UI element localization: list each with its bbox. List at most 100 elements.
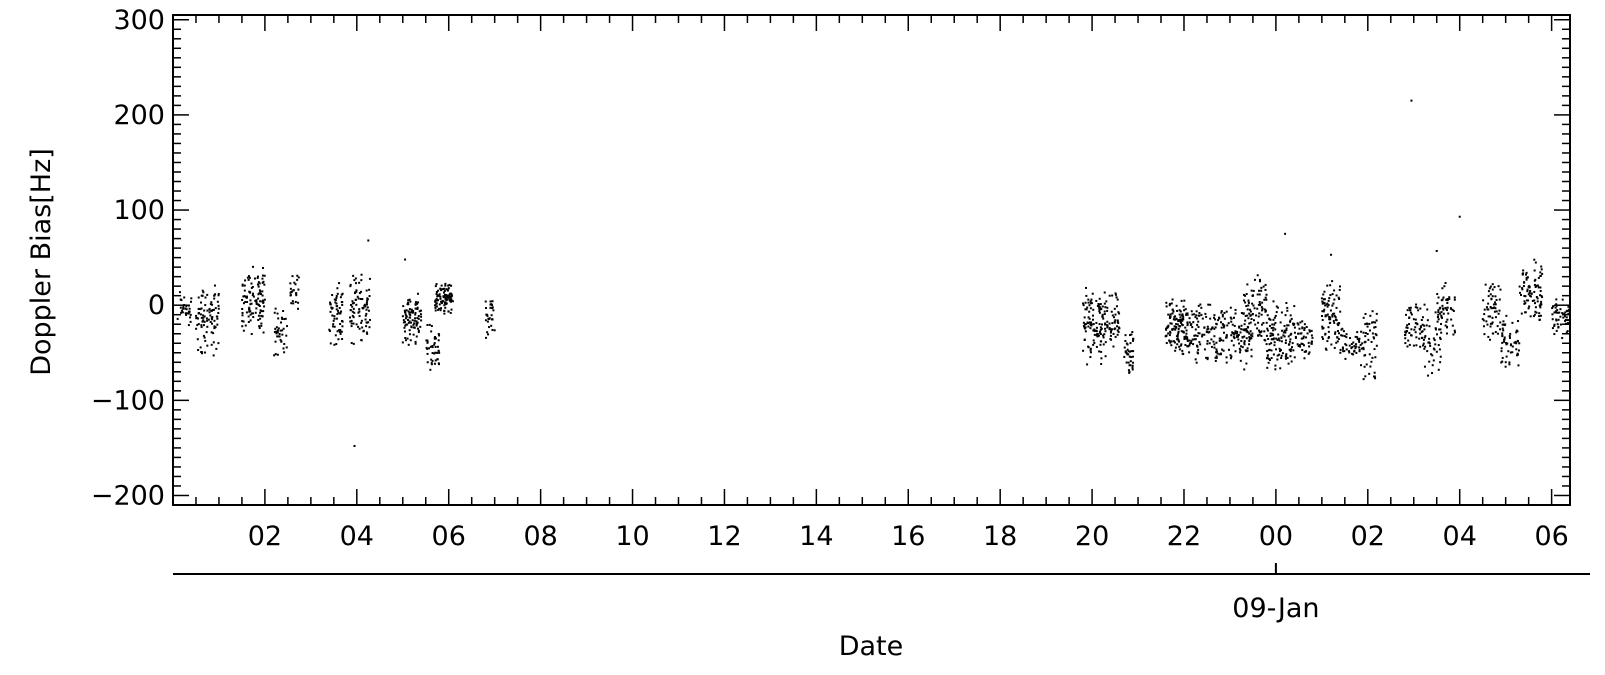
data-point — [435, 298, 438, 301]
data-point — [1330, 253, 1333, 256]
data-point — [428, 347, 431, 350]
data-point — [1404, 342, 1407, 345]
data-point — [1482, 325, 1485, 328]
data-point — [409, 314, 412, 317]
data-point — [1539, 314, 1542, 317]
data-point — [1247, 317, 1250, 320]
data-point — [1410, 313, 1413, 316]
data-point — [1129, 342, 1132, 345]
data-point — [281, 318, 284, 321]
data-point — [1487, 290, 1490, 293]
data-point — [1303, 327, 1306, 330]
data-point — [243, 295, 246, 298]
data-point — [1305, 336, 1308, 339]
data-point — [1269, 335, 1272, 338]
data-point — [182, 306, 185, 309]
data-point — [217, 307, 220, 310]
data-point — [352, 274, 355, 277]
data-point — [1557, 311, 1560, 314]
data-point — [181, 311, 184, 314]
data-point — [367, 309, 370, 312]
data-point — [1273, 316, 1276, 319]
data-point — [1246, 308, 1249, 311]
data-point — [255, 302, 258, 305]
data-point — [1373, 371, 1376, 374]
data-point — [1199, 343, 1202, 346]
data-point — [1240, 345, 1243, 348]
data-point — [189, 320, 192, 323]
data-point — [1521, 287, 1524, 290]
data-point — [245, 296, 248, 299]
data-point — [1494, 330, 1497, 333]
data-point — [1502, 320, 1505, 323]
data-point — [1245, 362, 1248, 365]
data-point — [1517, 320, 1520, 323]
data-point — [1184, 308, 1187, 311]
data-point — [1197, 314, 1200, 317]
data-point — [408, 316, 411, 319]
data-point — [204, 304, 207, 307]
data-point — [1537, 276, 1540, 279]
data-point — [1168, 340, 1171, 343]
data-point — [1214, 318, 1217, 321]
data-point — [1188, 351, 1191, 354]
data-point — [1099, 306, 1102, 309]
data-point — [1278, 339, 1281, 342]
data-point — [1172, 340, 1175, 343]
data-point — [1271, 323, 1274, 326]
data-point — [1110, 310, 1113, 313]
data-point — [1098, 323, 1101, 326]
data-point — [1507, 350, 1510, 353]
data-point — [1522, 269, 1525, 272]
data-point — [195, 314, 198, 317]
data-point — [1270, 342, 1273, 345]
data-point — [1240, 324, 1243, 327]
data-point — [1344, 357, 1347, 360]
data-point — [1272, 318, 1275, 321]
data-point — [176, 317, 179, 320]
data-point — [274, 327, 277, 330]
data-point — [213, 297, 216, 300]
data-point — [1516, 352, 1519, 355]
data-point — [436, 345, 439, 348]
data-point — [443, 301, 446, 304]
data-point — [1320, 315, 1323, 318]
data-point — [1293, 331, 1296, 334]
data-point — [358, 327, 361, 330]
data-point — [259, 300, 262, 303]
data-point — [201, 320, 204, 323]
data-point — [1188, 339, 1191, 342]
data-point — [1288, 343, 1291, 346]
data-point — [1350, 347, 1353, 350]
data-point — [440, 289, 443, 292]
data-point — [1083, 326, 1086, 329]
data-point — [1188, 317, 1191, 320]
data-point — [1302, 337, 1305, 340]
data-point — [1217, 319, 1220, 322]
data-point — [1508, 335, 1511, 338]
data-point — [1259, 303, 1262, 306]
data-point — [1446, 299, 1449, 302]
data-point — [1489, 338, 1492, 341]
data-point — [1258, 333, 1261, 336]
data-point — [1225, 334, 1228, 337]
x-tick-labels: 02 04 06 08 10 12 14 16 18 20 22 00 02 04 06 — [248, 521, 1569, 552]
data-point — [248, 308, 251, 311]
data-point — [1324, 314, 1327, 317]
data-point — [1220, 310, 1223, 313]
data-point — [1270, 332, 1273, 335]
data-point — [1198, 311, 1201, 314]
data-point — [1082, 321, 1085, 324]
data-point — [1284, 232, 1287, 235]
data-point — [1525, 278, 1528, 281]
data-point — [1116, 329, 1119, 332]
data-point — [213, 319, 216, 322]
data-point — [244, 324, 247, 327]
data-point — [1178, 319, 1181, 322]
data-point — [1497, 312, 1500, 315]
data-point — [1520, 294, 1523, 297]
data-point — [416, 306, 419, 309]
data-point — [1101, 315, 1104, 318]
data-point — [414, 313, 417, 316]
data-point — [1130, 333, 1133, 336]
